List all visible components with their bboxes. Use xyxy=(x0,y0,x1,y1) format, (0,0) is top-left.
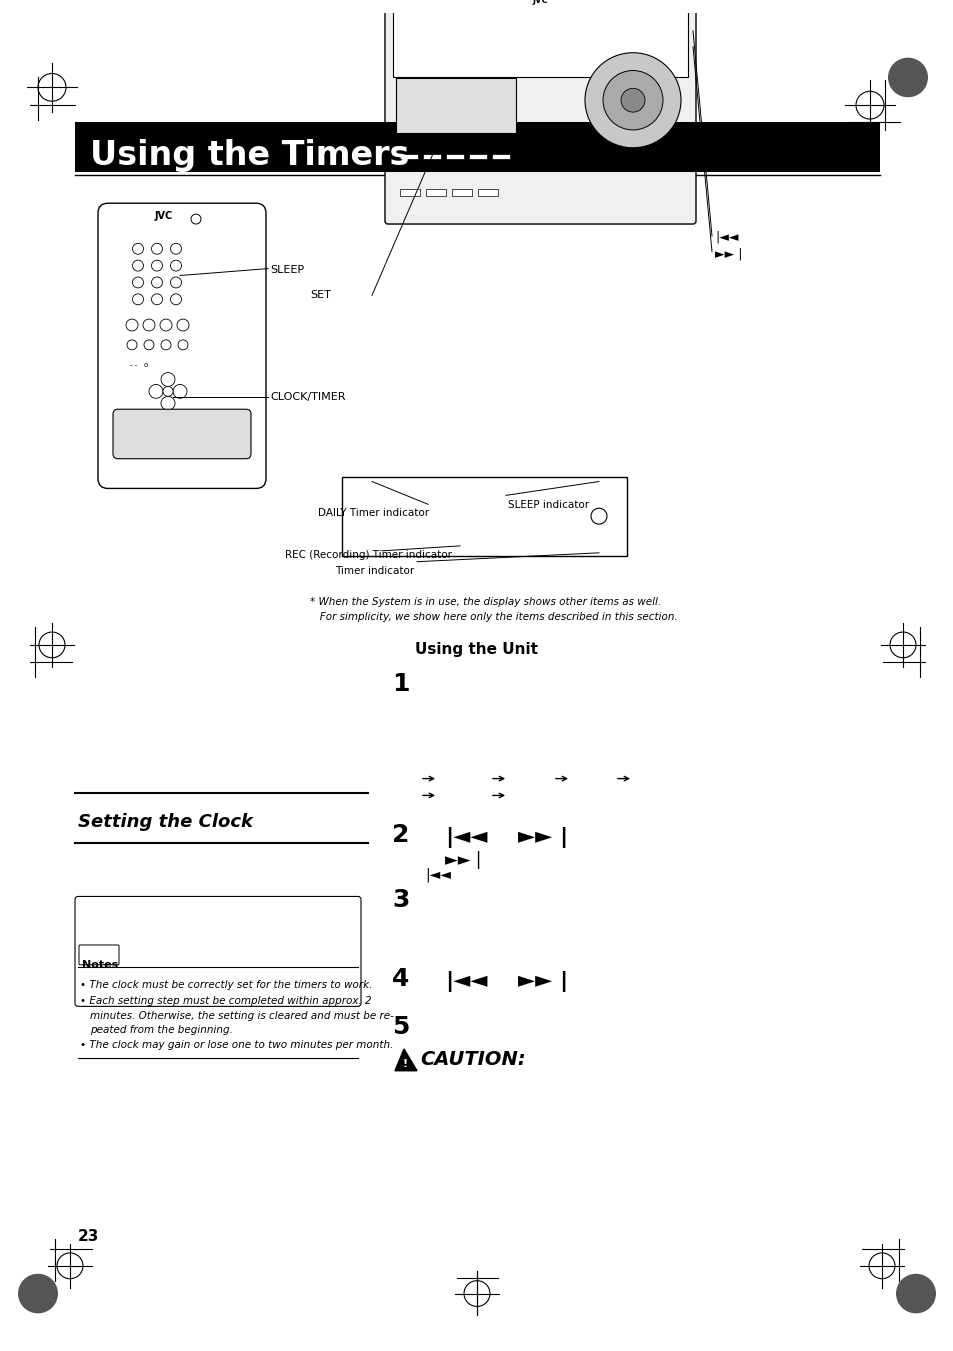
FancyBboxPatch shape xyxy=(75,897,360,1006)
Circle shape xyxy=(620,88,644,112)
Text: 23: 23 xyxy=(78,1229,99,1244)
Circle shape xyxy=(152,261,162,272)
Bar xyxy=(341,477,626,555)
Text: REC (Recording) Timer indicator: REC (Recording) Timer indicator xyxy=(285,550,452,559)
Text: ►► |: ►► | xyxy=(517,827,568,848)
Bar xyxy=(422,154,440,158)
Text: * When the System is in use, the display shows other items as well.: * When the System is in use, the display… xyxy=(310,597,660,608)
Text: Using the Timers: Using the Timers xyxy=(90,139,409,172)
Bar xyxy=(492,154,510,158)
Circle shape xyxy=(171,261,181,272)
Text: |◄◄: |◄◄ xyxy=(424,867,451,882)
Text: CLOCK/TIMER: CLOCK/TIMER xyxy=(270,392,345,403)
Text: 4: 4 xyxy=(392,967,409,990)
Text: • The clock may gain or lose one to two minutes per month.: • The clock may gain or lose one to two … xyxy=(80,1040,393,1050)
Text: SLEEP: SLEEP xyxy=(270,265,304,274)
Circle shape xyxy=(132,243,143,254)
Text: peated from the beginning.: peated from the beginning. xyxy=(90,1025,233,1035)
Circle shape xyxy=(160,319,172,331)
Bar xyxy=(393,1,687,77)
Circle shape xyxy=(126,319,138,331)
Circle shape xyxy=(171,295,181,305)
Text: • Each setting step must be completed within approx. 2: • Each setting step must be completed wi… xyxy=(80,997,372,1006)
Bar xyxy=(426,189,446,196)
Text: minutes. Otherwise, the setting is cleared and must be re-: minutes. Otherwise, the setting is clear… xyxy=(90,1012,394,1021)
Text: SET: SET xyxy=(310,290,331,300)
Circle shape xyxy=(143,319,154,331)
Circle shape xyxy=(132,295,143,305)
Text: Setting the Clock: Setting the Clock xyxy=(78,813,253,831)
Bar xyxy=(477,189,497,196)
Text: 1: 1 xyxy=(392,671,409,696)
Text: Timer indicator: Timer indicator xyxy=(335,566,414,576)
FancyBboxPatch shape xyxy=(385,0,696,224)
Text: Using the Unit: Using the Unit xyxy=(416,642,537,657)
Text: - -   o: - - o xyxy=(130,362,148,367)
Text: |◄◄: |◄◄ xyxy=(444,971,487,992)
Circle shape xyxy=(161,373,174,386)
Text: JVC: JVC xyxy=(154,211,173,222)
Text: 3: 3 xyxy=(392,888,409,912)
Text: 5: 5 xyxy=(392,1016,409,1039)
Circle shape xyxy=(132,277,143,288)
Circle shape xyxy=(132,261,143,272)
Circle shape xyxy=(895,1274,935,1313)
Circle shape xyxy=(127,340,137,350)
Text: For simplicity, we show here only the items described in this section.: For simplicity, we show here only the it… xyxy=(310,612,677,623)
Text: • The clock must be correctly set for the timers to work.: • The clock must be correctly set for th… xyxy=(80,979,372,990)
FancyBboxPatch shape xyxy=(98,203,266,489)
Circle shape xyxy=(178,340,188,350)
Bar xyxy=(75,122,879,172)
Bar xyxy=(469,154,486,158)
Circle shape xyxy=(161,340,171,350)
Circle shape xyxy=(149,385,163,399)
Circle shape xyxy=(171,243,181,254)
Circle shape xyxy=(173,412,192,430)
Text: SLEEP indicator: SLEEP indicator xyxy=(507,500,589,511)
Bar xyxy=(395,78,516,132)
Text: |◄◄: |◄◄ xyxy=(444,827,487,848)
FancyBboxPatch shape xyxy=(112,409,251,459)
Text: CAUTION:: CAUTION: xyxy=(419,1050,525,1069)
Bar xyxy=(452,189,472,196)
Circle shape xyxy=(152,295,162,305)
FancyBboxPatch shape xyxy=(79,944,119,965)
Circle shape xyxy=(161,396,174,411)
Bar xyxy=(399,154,417,158)
Circle shape xyxy=(584,53,680,147)
Bar xyxy=(399,189,419,196)
Circle shape xyxy=(144,340,153,350)
Text: ►► |: ►► | xyxy=(444,851,481,869)
Text: ►► |: ►► | xyxy=(714,247,741,261)
Text: JVC: JVC xyxy=(532,0,547,5)
Circle shape xyxy=(152,243,162,254)
Circle shape xyxy=(18,1274,58,1313)
Circle shape xyxy=(136,412,153,430)
Circle shape xyxy=(152,277,162,288)
Text: 2: 2 xyxy=(392,823,409,847)
Circle shape xyxy=(602,70,662,130)
Circle shape xyxy=(177,319,189,331)
Text: Notes: Notes xyxy=(82,959,118,970)
Circle shape xyxy=(163,386,172,396)
Bar xyxy=(446,154,463,158)
Circle shape xyxy=(172,385,187,399)
Circle shape xyxy=(590,508,606,524)
Circle shape xyxy=(171,277,181,288)
Polygon shape xyxy=(395,1048,416,1071)
Text: !: ! xyxy=(402,1059,407,1069)
Text: DAILY Timer indicator: DAILY Timer indicator xyxy=(317,508,429,519)
Text: |◄◄: |◄◄ xyxy=(714,231,738,245)
Circle shape xyxy=(887,58,927,97)
Text: ►► |: ►► | xyxy=(517,971,568,992)
